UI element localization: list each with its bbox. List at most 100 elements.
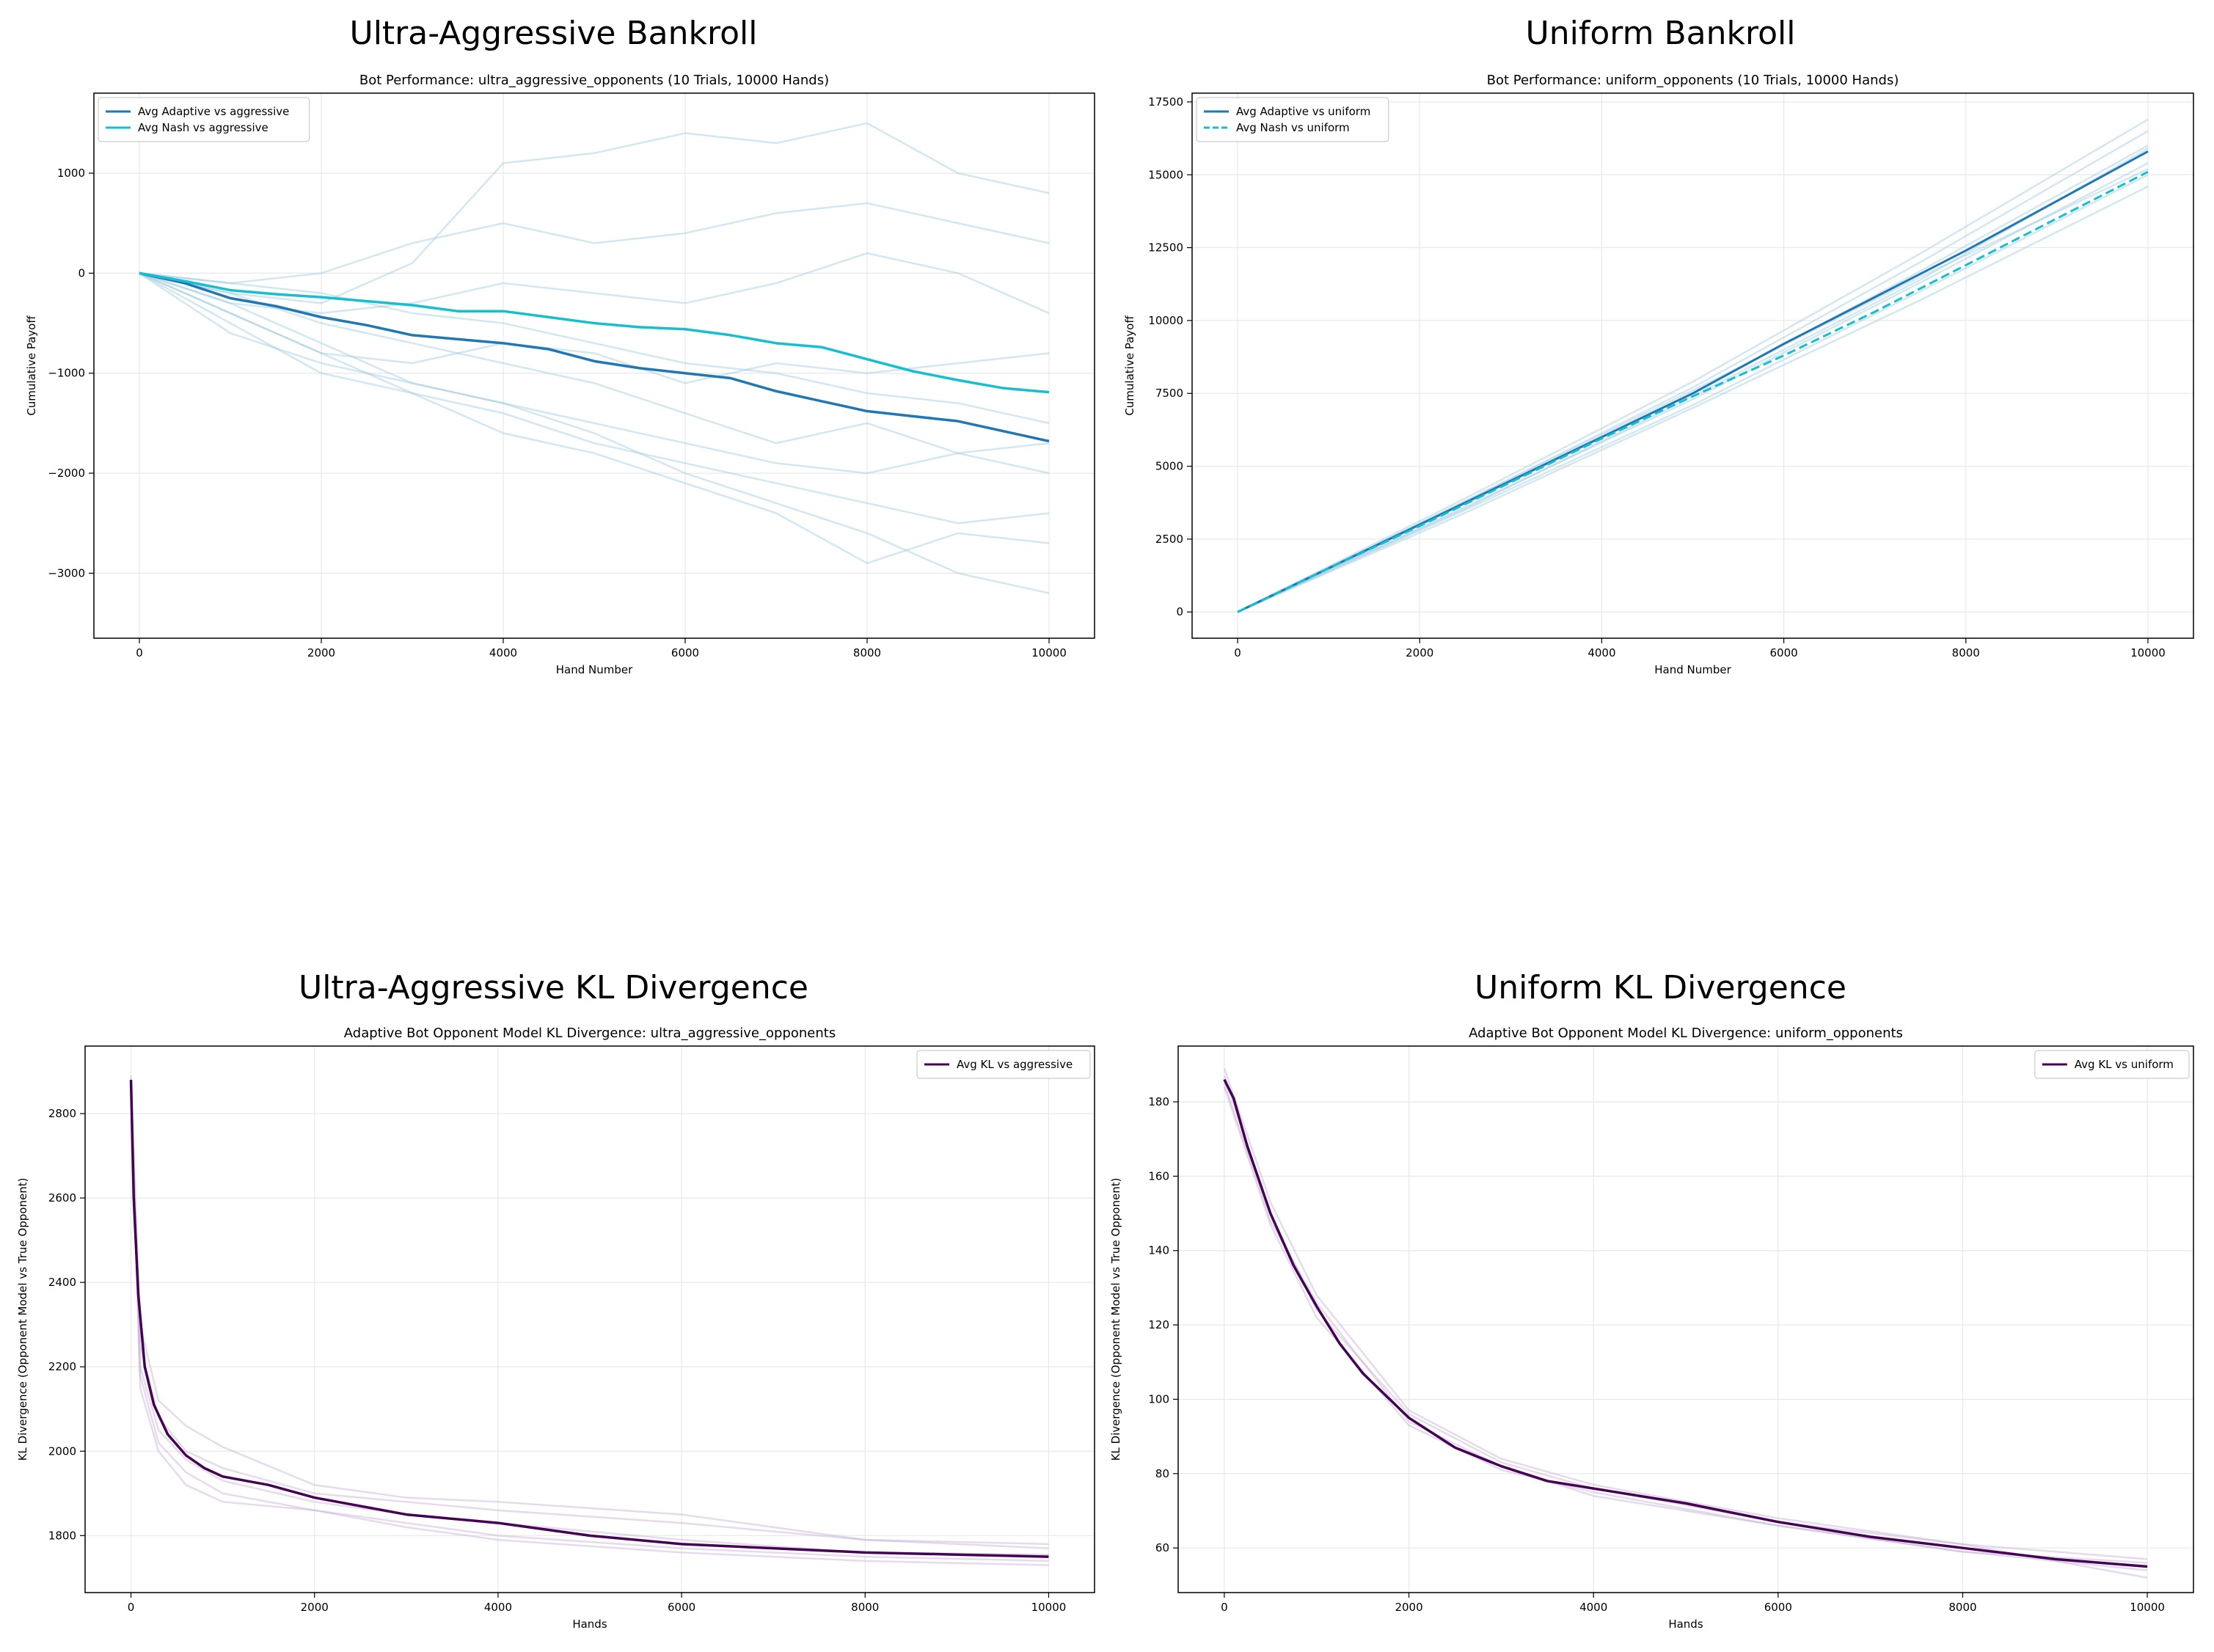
- chart-subtitle: Adaptive Bot Opponent Model KL Divergenc…: [1469, 1026, 1903, 1041]
- trial-line: [130, 1083, 1049, 1546]
- panel-title: Uniform KL Divergence: [1475, 969, 1846, 1006]
- y-tick-label: 0: [1176, 605, 1183, 618]
- plot-frame: [1177, 1045, 2194, 1593]
- panel-uniform-bankroll: Uniform Bankroll Bot Performance: unifor…: [1107, 0, 2214, 826]
- trial-lines: [130, 1075, 1049, 1566]
- trial-line: [139, 252, 1050, 315]
- legend-entry: Avg KL vs aggressive: [957, 1058, 1073, 1071]
- x-tick-label: 2000: [1395, 1601, 1422, 1614]
- y-tick-label: 80: [1155, 1467, 1169, 1480]
- series-line: [1237, 170, 2149, 613]
- panel-title: Ultra-Aggressive Bankroll: [349, 15, 758, 52]
- trial-lines: [1223, 1068, 2148, 1579]
- chart-subtitle: Adaptive Bot Opponent Model KL Divergenc…: [344, 1026, 836, 1041]
- y-tick-label: 2000: [48, 1444, 76, 1458]
- y-tick-label: 100: [1148, 1392, 1169, 1406]
- panel-uniform-kl: Uniform KL Divergence Adaptive Bot Oppon…: [1107, 826, 2214, 1652]
- y-tick-label: 180: [1148, 1095, 1169, 1108]
- x-tick-label: 8000: [1948, 1601, 1976, 1614]
- x-tick-label: 6000: [1764, 1601, 1792, 1614]
- y-tick-label: 0: [78, 266, 85, 279]
- x-axis-label: Hands: [1668, 1618, 1703, 1631]
- grid: [85, 1046, 1095, 1593]
- chart-ultra-aggressive-kl: Adaptive Bot Opponent Model KL Divergenc…: [16, 1026, 1095, 1631]
- chart-uniform-kl: Adaptive Bot Opponent Model KL Divergenc…: [1109, 1026, 2194, 1631]
- legend-entry: Avg KL vs uniform: [2075, 1058, 2174, 1071]
- panel-title: Ultra-Aggressive KL Divergence: [299, 969, 808, 1006]
- trial-line: [139, 202, 1050, 285]
- trial-line: [139, 272, 1050, 455]
- x-tick-label: 4000: [489, 646, 517, 659]
- trial-line: [1223, 1068, 2148, 1560]
- y-tick-label: 17500: [1148, 95, 1183, 109]
- y-tick-label: 160: [1148, 1169, 1169, 1183]
- series-line: [139, 271, 1050, 394]
- x-tick-label: 4000: [484, 1601, 512, 1614]
- legend-entry: Avg Adaptive vs uniform: [1236, 105, 1370, 118]
- series-lines: [1223, 1078, 2148, 1568]
- y-axis-label: Cumulative Payoff: [25, 315, 38, 416]
- legend-entry: Avg Nash vs aggressive: [138, 121, 268, 134]
- y-axis-label: KL Divergence (Opponent Model vs True Op…: [16, 1178, 29, 1461]
- x-tick-label: 0: [1221, 1601, 1228, 1614]
- trial-line: [139, 272, 1050, 594]
- chart-uniform-bankroll: Bot Performance: uniform_opponents (10 T…: [1123, 73, 2194, 676]
- y-tick-label: 5000: [1155, 460, 1183, 473]
- y-tick-label: 2600: [48, 1191, 76, 1205]
- trial-line: [1237, 186, 2149, 613]
- panel-ultra-aggressive-bankroll: Ultra-Aggressive Bankroll Bot Performanc…: [0, 0, 1107, 826]
- plot-frame: [93, 92, 1095, 639]
- y-tick-label: −2000: [48, 467, 85, 480]
- x-tick-label: 2000: [1406, 646, 1433, 659]
- legend-box: [916, 1050, 1091, 1079]
- panel-title: Uniform Bankroll: [1525, 15, 1796, 52]
- x-axis-label: Hand Number: [1654, 663, 1731, 676]
- y-tick-label: 15000: [1148, 168, 1183, 181]
- y-tick-label: 120: [1148, 1318, 1169, 1331]
- x-tick-label: 10000: [1031, 646, 1067, 659]
- trial-line: [139, 272, 1050, 475]
- x-axis-label: Hand Number: [556, 663, 633, 676]
- legend: Avg KL vs aggressive: [916, 1050, 1091, 1079]
- legend-box: [98, 97, 310, 142]
- y-tick-label: 1800: [48, 1529, 76, 1542]
- trial-line: [1237, 147, 2149, 613]
- chart-subtitle: Bot Performance: uniform_opponents (10 T…: [1487, 73, 1899, 88]
- trial-lines: [139, 122, 1050, 594]
- plot-frame: [1191, 92, 2194, 639]
- trial-line: [1237, 174, 2149, 613]
- y-tick-label: 140: [1148, 1244, 1169, 1257]
- trial-line: [130, 1079, 1049, 1556]
- x-tick-label: 8000: [1952, 646, 1980, 659]
- grid: [1192, 93, 2193, 638]
- trial-line: [1223, 1086, 2148, 1571]
- y-tick-label: 1000: [57, 167, 85, 180]
- legend: Avg Adaptive vs uniform Avg Nash vs unifo…: [1196, 97, 1389, 142]
- x-tick-label: 4000: [1579, 1601, 1607, 1614]
- trial-line: [1223, 1083, 2148, 1564]
- series-line: [139, 271, 1050, 443]
- x-axis-label: Hands: [572, 1618, 607, 1631]
- x-tick-label: 6000: [668, 1601, 695, 1614]
- x-tick-label: 8000: [851, 1601, 879, 1614]
- y-tick-label: 2400: [48, 1276, 76, 1289]
- trial-line: [139, 272, 1050, 384]
- trial-line: [130, 1075, 1049, 1566]
- trial-line: [1237, 162, 2149, 613]
- trial-line: [1237, 130, 2149, 613]
- trial-line: [139, 272, 1050, 425]
- y-tick-label: 10000: [1148, 314, 1183, 327]
- x-tick-label: 2000: [301, 1601, 329, 1614]
- y-tick-label: 2200: [48, 1360, 76, 1373]
- series-lines: [129, 1079, 1049, 1558]
- x-tick-label: 10000: [1031, 1601, 1067, 1614]
- legend: Avg Adaptive vs aggressive Avg Nash vs ag…: [98, 97, 310, 142]
- y-tick-label: 60: [1155, 1541, 1169, 1554]
- trial-line: [139, 272, 1050, 565]
- trial-line: [139, 272, 1050, 525]
- legend-entry: Avg Adaptive vs aggressive: [138, 105, 289, 118]
- series-line: [1237, 150, 2149, 613]
- series-lines: [139, 271, 1050, 443]
- x-tick-label: 10000: [2130, 1601, 2165, 1614]
- plot-frame: [84, 1045, 1095, 1593]
